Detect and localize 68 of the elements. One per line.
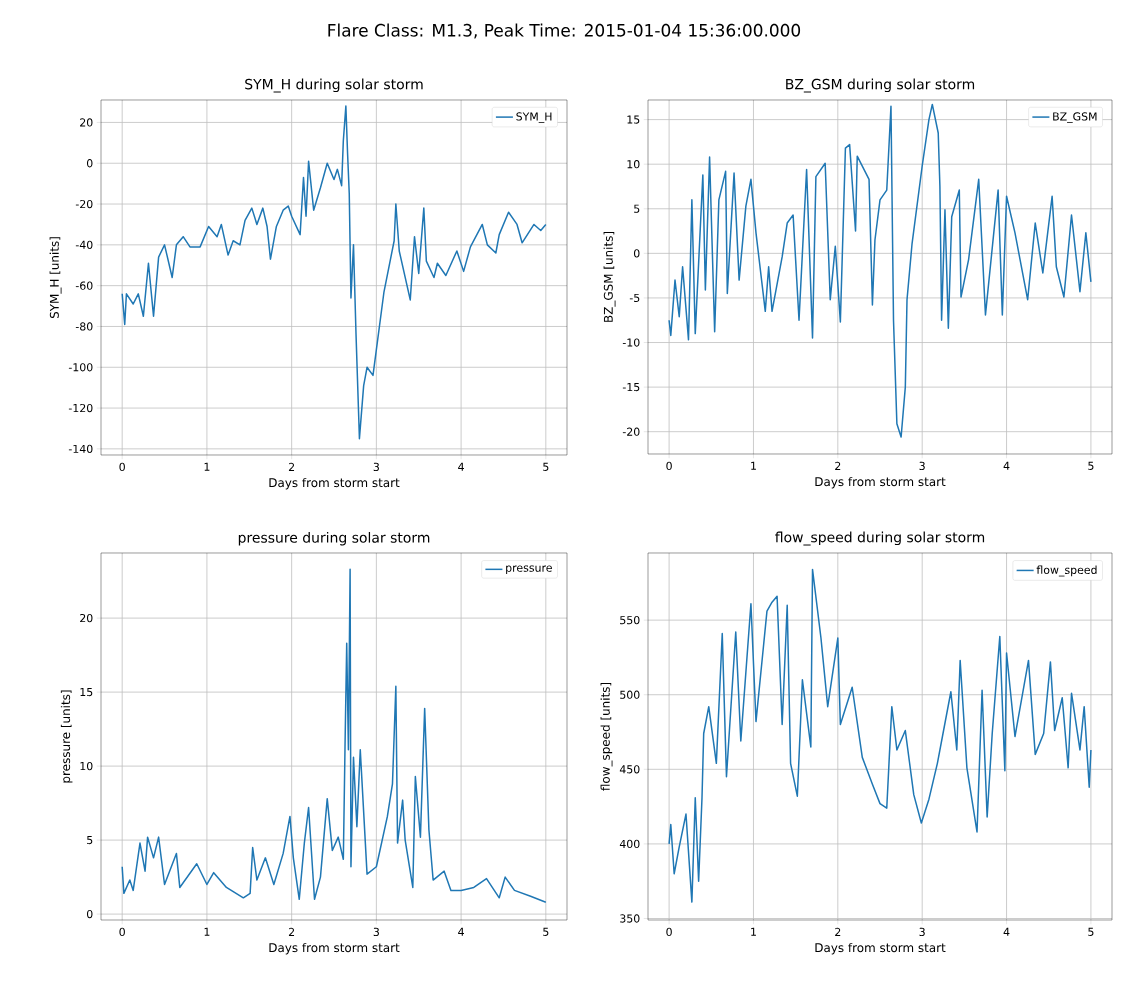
x-tick-label: 5 xyxy=(1088,461,1094,470)
x-tick-label: 2 xyxy=(288,462,295,471)
y-tick-label: 350 xyxy=(620,914,640,923)
y-tick-label: 550 xyxy=(620,615,640,625)
y-axis-title: pressure [units] xyxy=(60,690,73,783)
y-axis-title: BZ_GSM [units] xyxy=(603,231,616,322)
legend-label: pressure xyxy=(506,565,552,574)
x-tick-label: 3 xyxy=(919,927,925,937)
x-tick-label: 5 xyxy=(543,927,549,936)
x-axis-title: Days from storm start xyxy=(815,476,946,489)
y-tick-label: 10 xyxy=(627,160,640,169)
x-tick-label: 3 xyxy=(373,927,379,937)
x-tick-label: 0 xyxy=(666,461,672,471)
x-tick-label: 1 xyxy=(204,462,210,471)
y-tick-label: 500 xyxy=(620,690,640,699)
y-tick-label: 5 xyxy=(634,204,640,213)
x-tick-label: 0 xyxy=(119,927,125,937)
x-axis-title: Days from storm start xyxy=(815,942,946,955)
x-tick-label: 0 xyxy=(119,462,125,472)
chart-title: flow_speed during solar storm xyxy=(775,531,985,546)
x-tick-label: 5 xyxy=(1088,927,1094,936)
x-tick-label: 2 xyxy=(835,927,841,936)
y-tick-label: 0 xyxy=(633,249,640,258)
y-tick-label: -80 xyxy=(75,322,93,331)
x-tick-label: 4 xyxy=(1003,461,1010,470)
x-tick-label: 3 xyxy=(373,462,379,472)
x-tick-label: 0 xyxy=(666,927,672,937)
x-tick-label: 3 xyxy=(919,461,925,471)
y-axis-title: SYM_H [units] xyxy=(49,237,62,319)
y-tick-label: -40 xyxy=(75,240,93,249)
legend-label: flow_speed xyxy=(1036,565,1097,577)
text: Flare Class: M1.3, Peak Time: 2015-01-04 15:36:00.000 xyxy=(328,23,801,39)
y-tick-label: -140 xyxy=(68,444,93,454)
y-tick-label: -5 xyxy=(629,293,640,303)
x-tick-label: 2 xyxy=(288,927,295,936)
chart-title: pressure during solar storm xyxy=(238,532,430,546)
y-tick-label: -100 xyxy=(68,363,93,372)
x-tick-label: 1 xyxy=(751,461,756,470)
x-tick-label: 2 xyxy=(835,461,841,470)
y-tick-label: -20 xyxy=(75,199,93,209)
y-tick-label: -15 xyxy=(622,383,640,392)
y-tick-label: -60 xyxy=(75,281,93,290)
y-tick-label: 450 xyxy=(619,765,640,774)
x-tick-label: 4 xyxy=(458,927,464,936)
y-tick-label: 5 xyxy=(87,836,93,845)
y-tick-label: -10 xyxy=(622,338,640,347)
y-tick-label: 15 xyxy=(80,688,93,697)
chart-title: BZ_GSM during solar storm xyxy=(786,78,975,93)
x-tick-label: 5 xyxy=(543,462,549,471)
x-tick-label: 4 xyxy=(458,462,464,471)
y-tick-label: -120 xyxy=(68,403,93,413)
x-tick-label: 1 xyxy=(204,927,210,936)
y-axis-title: flow_speed [units] xyxy=(600,682,613,791)
y-tick-label: 10 xyxy=(80,761,93,771)
y-tick-label: 0 xyxy=(86,159,93,168)
legend-label: SYM_H xyxy=(516,112,552,123)
x-axis-title: Days from storm start xyxy=(269,942,400,955)
y-tick-label: 400 xyxy=(619,839,640,849)
legend-label: BZ_GSM xyxy=(1053,112,1097,123)
x-tick-label: 4 xyxy=(1003,927,1010,936)
chart-title: SYM_H during solar storm xyxy=(245,78,423,93)
y-tick-label: 20 xyxy=(80,613,93,623)
x-tick-label: 1 xyxy=(751,927,756,936)
x-axis-title: Days from storm start xyxy=(269,477,400,490)
y-tick-label: 15 xyxy=(627,115,640,124)
y-tick-label: 20 xyxy=(80,118,93,127)
y-tick-label: 0 xyxy=(86,909,93,919)
y-tick-label: -20 xyxy=(622,427,640,436)
